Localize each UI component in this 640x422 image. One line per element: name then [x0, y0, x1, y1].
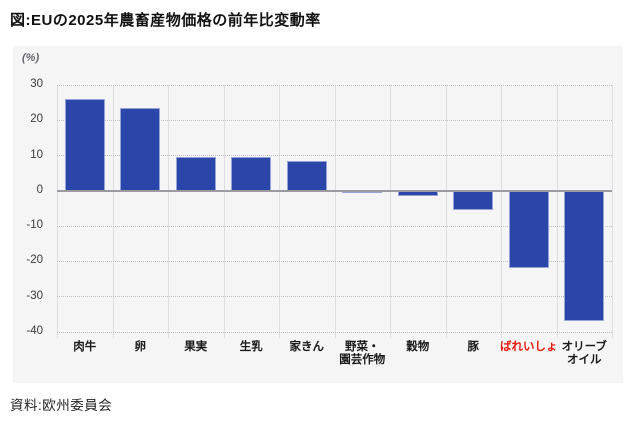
category-label-9: オリーブ オイル	[561, 341, 607, 366]
grid-line-vertical	[445, 85, 447, 338]
grid-line-vertical	[223, 85, 225, 338]
bar-1	[120, 107, 161, 191]
grid-line-horizontal	[57, 119, 612, 121]
grid-line-horizontal	[57, 331, 612, 333]
category-label-2: 果実	[184, 341, 208, 353]
grid-line-vertical	[334, 85, 336, 338]
category-label-0: 肉牛	[73, 341, 97, 353]
grid-line-horizontal	[57, 296, 612, 298]
chart-panel: (%) 30 20 10 0 -10 -20 -30 -40 肉牛 卵 果実 生乳 家きん 野菜・ 園芸作…	[13, 46, 623, 383]
y-tick-label: 20	[30, 113, 43, 126]
category-label-7: 豚	[467, 341, 480, 353]
bar-2	[175, 157, 216, 191]
bar-4	[286, 160, 327, 191]
grid-line-vertical	[112, 85, 114, 338]
grid-line-vertical	[501, 85, 502, 338]
grid-line-vertical	[390, 85, 391, 338]
grid-line-horizontal	[57, 260, 612, 262]
bar-7	[453, 190, 494, 211]
y-tick-label: 10	[30, 148, 43, 161]
zero-line	[57, 189, 612, 192]
bar-8	[508, 190, 549, 269]
y-tick-label: -30	[26, 289, 43, 302]
y-tick-label: -20	[26, 254, 43, 267]
y-axis-line	[57, 85, 58, 338]
category-label-6: 穀物	[406, 341, 430, 353]
grid-line-vertical	[168, 85, 169, 338]
y-axis-unit-label: (%)	[22, 52, 40, 64]
chart-title: 図:EUの2025年農畜産物価格の前年比変動率	[10, 12, 321, 29]
category-label-1: 卵	[134, 341, 147, 353]
y-tick-label: 30	[30, 78, 43, 90]
y-tick-label: -40	[26, 325, 43, 337]
y-tick-label: -10	[26, 219, 43, 232]
grid-line-vertical	[612, 85, 613, 338]
bar-9	[564, 190, 605, 322]
bar-0	[64, 99, 105, 191]
grid-line-horizontal	[57, 225, 612, 227]
category-label-5: 野菜・ 園芸作物	[339, 341, 386, 366]
category-label-3: 生乳	[239, 341, 263, 353]
source-note: 資料:欧州委員会	[10, 398, 113, 413]
grid-line-horizontal	[57, 155, 612, 157]
category-label-8: ばれいしょ	[500, 341, 558, 353]
grid-line-horizontal	[57, 84, 612, 86]
bar-3	[231, 157, 272, 191]
grid-line-vertical	[279, 85, 280, 338]
category-label-4: 家きん	[289, 341, 325, 353]
grid-line-vertical	[556, 85, 558, 338]
y-tick-label: 0	[36, 183, 43, 196]
